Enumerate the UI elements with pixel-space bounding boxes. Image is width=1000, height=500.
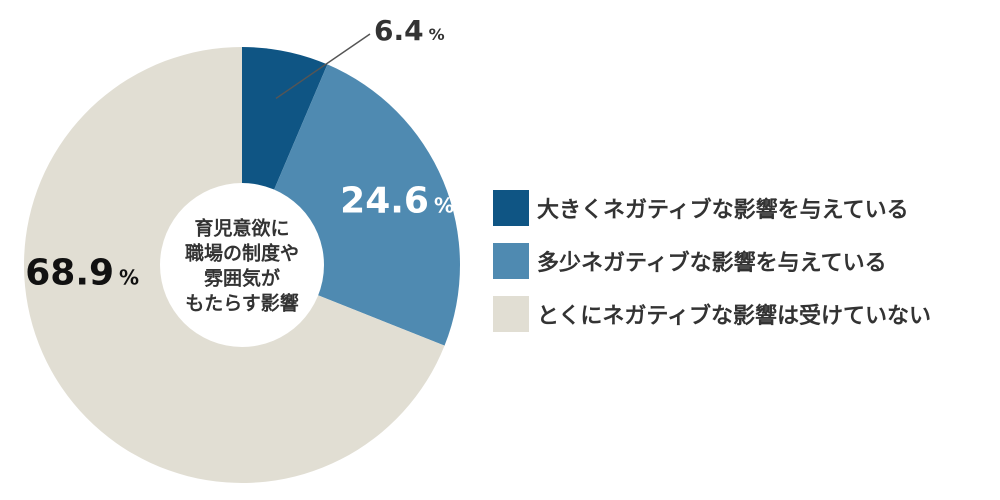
- center-label-line: 育児意欲に: [194, 217, 289, 240]
- data-label-value: 24.6: [340, 180, 429, 221]
- legend-swatch-0: [493, 189, 529, 226]
- leader-line-0: [275, 33, 371, 100]
- data-label-unit: %: [434, 193, 454, 217]
- legend-label-0: 大きくネガティブな影響を与えている: [537, 197, 909, 223]
- legend-item: とくにネガティブな影響は受けていない: [493, 295, 993, 332]
- data-label-value: 6.4: [374, 14, 424, 47]
- legend-swatch-2: [493, 295, 529, 332]
- legend-label-2: とくにネガティブな影響は受けていない: [537, 303, 932, 329]
- center-label-line: 雰囲気が: [204, 267, 280, 290]
- data-label-unit: %: [119, 265, 139, 289]
- legend-label-1: 多少ネガティブな影響を与えている: [537, 250, 887, 276]
- data-label-0: 6.4%: [374, 14, 445, 47]
- data-label-unit: %: [429, 25, 445, 44]
- center-label-line: 職場の制度や: [185, 242, 299, 265]
- legend: 大きくネガティブな影響を与えている 多少ネガティブな影響を与えている とくにネガ…: [493, 189, 993, 348]
- legend-item: 多少ネガティブな影響を与えている: [493, 242, 993, 279]
- data-label-2: 68.9%: [25, 252, 139, 293]
- center-label-line: もたらす影響: [185, 292, 299, 315]
- legend-item: 大きくネガティブな影響を与えている: [493, 189, 993, 226]
- legend-swatch-1: [493, 242, 529, 279]
- data-label-value: 68.9: [25, 252, 114, 293]
- data-label-1: 24.6%: [340, 180, 454, 221]
- center-hole: [160, 183, 324, 347]
